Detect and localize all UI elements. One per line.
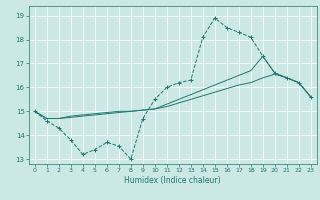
X-axis label: Humidex (Indice chaleur): Humidex (Indice chaleur) [124,176,221,185]
